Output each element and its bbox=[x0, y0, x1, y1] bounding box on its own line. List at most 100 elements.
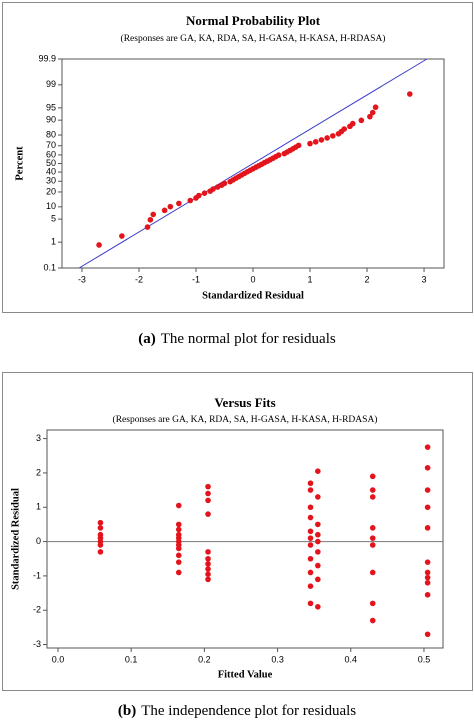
y-tick-label: 99 bbox=[46, 79, 56, 89]
point bbox=[424, 579, 431, 586]
point bbox=[330, 133, 336, 139]
point bbox=[205, 483, 211, 490]
point bbox=[96, 242, 102, 248]
x-tick-label: 0.1 bbox=[125, 654, 138, 664]
point bbox=[369, 569, 376, 576]
point bbox=[424, 574, 431, 581]
caption-label: (a) bbox=[138, 331, 156, 347]
caption: (b) The independence plot for residuals bbox=[118, 703, 356, 719]
y-tick-label: 2 bbox=[36, 467, 41, 477]
point bbox=[424, 487, 431, 493]
x-tick-label: -3 bbox=[78, 274, 86, 284]
point bbox=[307, 600, 314, 607]
y-tick-label: 50 bbox=[46, 158, 56, 168]
point bbox=[315, 562, 321, 569]
y-axis-label: Standardized Residual bbox=[10, 488, 21, 590]
point bbox=[205, 490, 211, 497]
point bbox=[175, 545, 182, 552]
point bbox=[205, 571, 211, 577]
point bbox=[369, 600, 376, 607]
y-tick-label: -2 bbox=[33, 605, 41, 615]
point bbox=[175, 569, 182, 576]
plot-area bbox=[46, 429, 444, 649]
point bbox=[424, 504, 431, 511]
point bbox=[175, 552, 182, 559]
point bbox=[144, 224, 151, 230]
x-tick-label: 1 bbox=[308, 274, 313, 284]
y-tick-label: -3 bbox=[33, 639, 41, 649]
y-tick-label: 70 bbox=[46, 140, 56, 150]
point bbox=[324, 135, 330, 141]
point bbox=[372, 104, 379, 111]
point bbox=[119, 233, 125, 239]
y-tick-label: 1 bbox=[51, 237, 56, 247]
point bbox=[424, 631, 431, 638]
point bbox=[367, 113, 373, 120]
caption-text: The independence plot for residuals bbox=[141, 703, 356, 719]
point bbox=[97, 549, 104, 555]
caption-label: (b) bbox=[118, 703, 136, 719]
point bbox=[307, 569, 314, 576]
point bbox=[97, 519, 104, 526]
point bbox=[97, 542, 104, 548]
y-axis-label: Percent bbox=[14, 146, 25, 181]
y-tick-label: 30 bbox=[46, 176, 56, 186]
point bbox=[175, 502, 182, 509]
point bbox=[147, 216, 154, 223]
point bbox=[196, 192, 202, 199]
point bbox=[201, 190, 208, 196]
point bbox=[175, 526, 182, 533]
point bbox=[424, 444, 431, 450]
point bbox=[176, 200, 182, 207]
chart-subtitle: (Responses are GA, KA, RDA, SA, H-GASA, … bbox=[121, 33, 386, 44]
point bbox=[175, 521, 182, 528]
chart-subtitle: (Responses are GA, KA, RDA, SA, H-GASA, … bbox=[113, 414, 378, 425]
point bbox=[307, 542, 314, 548]
point bbox=[307, 140, 313, 147]
point bbox=[369, 109, 376, 116]
x-tick-label: 3 bbox=[422, 274, 427, 284]
y-tick-label: 0 bbox=[36, 536, 41, 546]
point bbox=[307, 504, 314, 511]
point bbox=[205, 576, 211, 583]
point bbox=[205, 511, 211, 517]
point bbox=[424, 591, 431, 598]
x-tick-label: 0.2 bbox=[198, 654, 211, 664]
point bbox=[295, 142, 302, 149]
point bbox=[424, 559, 431, 565]
x-tick-label: 0.4 bbox=[345, 654, 358, 664]
x-axis-label: Fitted Value bbox=[218, 669, 273, 680]
point bbox=[424, 569, 431, 576]
point bbox=[205, 561, 211, 567]
y-tick-label: 99.9 bbox=[38, 53, 56, 63]
point bbox=[97, 525, 104, 531]
point bbox=[161, 207, 168, 214]
point bbox=[315, 538, 321, 545]
y-tick-label: 80 bbox=[46, 129, 56, 139]
point bbox=[307, 555, 314, 562]
point bbox=[307, 528, 314, 535]
point bbox=[315, 531, 321, 538]
x-tick-label: 2 bbox=[365, 274, 370, 284]
point bbox=[424, 464, 431, 471]
point bbox=[315, 604, 321, 610]
point bbox=[307, 514, 314, 521]
point bbox=[358, 117, 365, 124]
point bbox=[369, 473, 376, 480]
y-tick-label: 0.1 bbox=[43, 262, 56, 272]
point bbox=[341, 126, 348, 132]
x-axis-label: Standardized Residual bbox=[202, 290, 304, 301]
point bbox=[307, 583, 314, 590]
point bbox=[318, 137, 325, 143]
y-tick-label: 60 bbox=[46, 149, 56, 159]
chart-title: Normal Probability Plot bbox=[186, 13, 321, 28]
point bbox=[349, 120, 356, 127]
point bbox=[369, 525, 376, 531]
y-tick-label: 10 bbox=[46, 201, 56, 211]
point bbox=[369, 535, 376, 541]
chart-title: Versus Fits bbox=[214, 395, 275, 410]
x-tick-label: 0.3 bbox=[271, 654, 284, 664]
point bbox=[167, 203, 174, 210]
